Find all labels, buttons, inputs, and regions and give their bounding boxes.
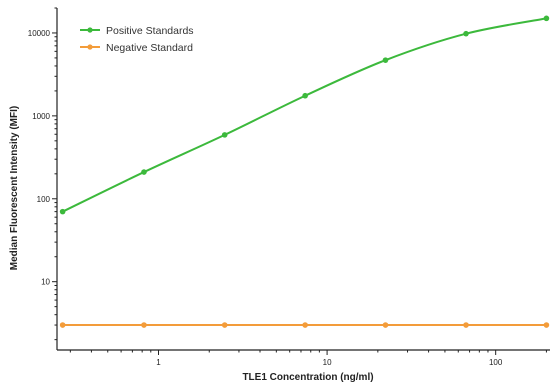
series-negative-standard [59,322,550,328]
series-positive-standards [59,15,550,215]
axes [56,8,550,351]
data-point [59,322,66,328]
data-point [302,92,308,99]
x-tick-label: 100 [489,358,503,367]
y-axis-title: Median Fluorescent Intensity (MFI) [9,106,20,270]
data-point [302,322,308,328]
y-tick-label: 1000 [32,112,50,121]
data-point [463,322,469,328]
legend-marker-positive [87,27,93,33]
ticks: 10 100 1000 10000 1 10 100 [28,7,547,367]
data-point [141,322,147,328]
data-point [543,322,550,328]
data-point [221,322,228,328]
x-axis-title: TLE1 Concentration (ng/ml) [242,372,373,383]
data-point [463,30,469,37]
legend-label-negative: Negative Standard [106,42,193,54]
y-tick-label: 10 [41,278,50,287]
legend: Positive Standards Negative Standard [80,25,194,54]
legend-label-positive: Positive Standards [106,25,194,37]
y-tick-label: 10000 [28,29,51,38]
data-point [141,169,147,175]
data-point [543,15,550,22]
data-point [221,132,228,138]
data-point [59,208,66,215]
data-point [382,57,389,63]
legend-marker-negative [87,44,93,50]
data-point [382,322,389,328]
series-layer [59,15,550,328]
y-tick-label: 100 [37,195,51,204]
x-tick-label: 10 [323,358,332,367]
x-tick-label: 1 [156,358,161,367]
